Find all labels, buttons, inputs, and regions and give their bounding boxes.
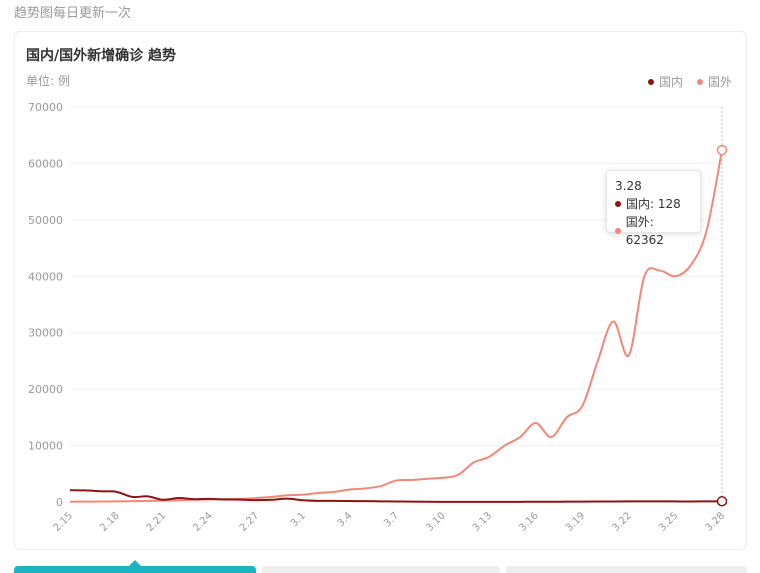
x-tick-label: 2.21 bbox=[145, 510, 169, 534]
x-tick-label: 3.19 bbox=[564, 510, 588, 534]
chart-tooltip: 3.28 国内: 128 国外: 62362 bbox=[606, 170, 701, 247]
series-line-domestic bbox=[69, 489, 723, 503]
x-tick-label: 3.1 bbox=[289, 510, 308, 529]
x-tick-label: 3.10 bbox=[424, 510, 448, 534]
x-tick-label: 2.24 bbox=[191, 510, 215, 534]
y-tick-label: 30000 bbox=[28, 327, 63, 340]
tooltip-row-foreign: 国外: 62362 bbox=[615, 213, 692, 249]
y-tick-label: 10000 bbox=[28, 440, 63, 453]
x-tick-label: 3.4 bbox=[336, 510, 355, 529]
series-point-foreign bbox=[716, 144, 728, 156]
tab-caret-icon bbox=[129, 560, 141, 566]
page-note: 趋势图每日更新一次 bbox=[14, 6, 132, 21]
legend-dot-foreign bbox=[696, 78, 703, 85]
y-tick-label: 50000 bbox=[28, 214, 63, 227]
tooltip-dot-domestic bbox=[615, 201, 621, 207]
x-tick-label: 3.7 bbox=[382, 510, 401, 529]
tab-second[interactable] bbox=[262, 566, 500, 573]
x-tick-label: 3.16 bbox=[517, 510, 541, 534]
tooltip-value-foreign: 国外: 62362 bbox=[625, 215, 664, 247]
tooltip-dot-foreign bbox=[615, 228, 621, 234]
tab-third[interactable] bbox=[506, 566, 747, 573]
y-tick-label: 70000 bbox=[28, 101, 63, 114]
series-point-domestic bbox=[716, 496, 728, 507]
tooltip-row-domestic: 国内: 128 bbox=[615, 195, 692, 213]
x-tick-label: 2.15 bbox=[52, 510, 76, 534]
tab-active[interactable] bbox=[14, 566, 256, 573]
x-tick-label: 2.27 bbox=[238, 510, 262, 534]
x-tick-label: 2.18 bbox=[98, 510, 122, 534]
y-tick-label: 60000 bbox=[28, 157, 63, 170]
x-tick-label: 3.22 bbox=[610, 510, 634, 534]
unit-label: 单位: 例 bbox=[26, 74, 70, 88]
legend-dot-domestic bbox=[647, 78, 654, 85]
tab-bar bbox=[14, 560, 747, 573]
series-line-foreign bbox=[69, 149, 723, 503]
x-tick-label: 3.25 bbox=[657, 510, 681, 534]
legend-label-domestic: 国内 bbox=[658, 75, 683, 89]
y-tick-label: 20000 bbox=[28, 383, 63, 396]
legend-item-domestic[interactable]: 国内 bbox=[647, 73, 683, 90]
legend-item-foreign[interactable]: 国外 bbox=[696, 73, 732, 90]
y-tick-label: 0 bbox=[56, 496, 63, 509]
tooltip-value-domestic: 国内: 128 bbox=[626, 197, 681, 211]
y-tick-label: 40000 bbox=[28, 270, 63, 283]
legend: 国内 国外 bbox=[647, 73, 732, 90]
x-tick-label: 3.28 bbox=[704, 510, 728, 534]
legend-label-foreign: 国外 bbox=[707, 75, 732, 89]
tooltip-date: 3.28 bbox=[615, 179, 642, 193]
chart-title: 国内/国外新增确诊 趋势 bbox=[26, 48, 176, 64]
chart-card: 国内/国外新增确诊 趋势 单位: 例 国内 国外 bbox=[14, 31, 747, 550]
x-tick-label: 3.13 bbox=[471, 510, 495, 534]
